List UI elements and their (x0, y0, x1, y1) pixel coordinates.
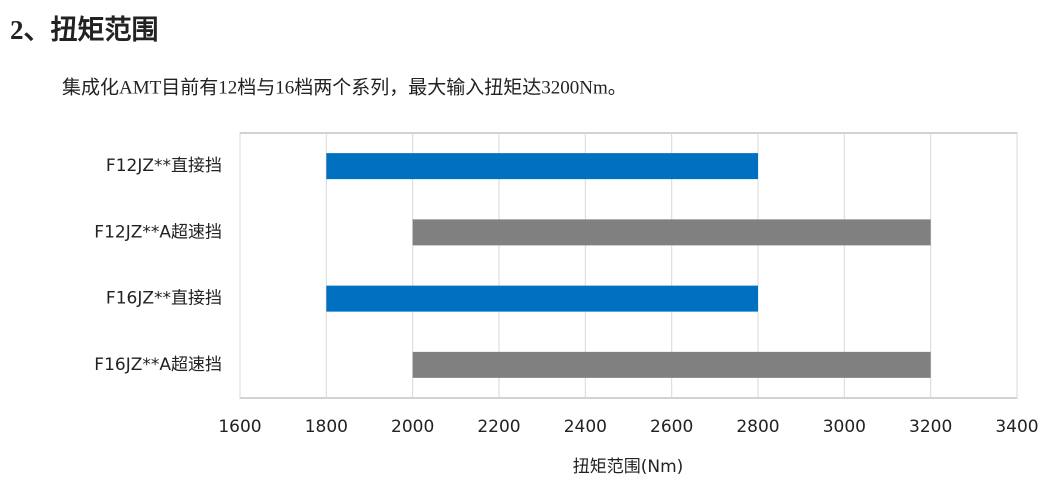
bar (326, 153, 758, 180)
category-label: F12JZ**A超速挡 (94, 222, 222, 242)
category-label: F16JZ**A超速挡 (94, 355, 222, 375)
x-axis-title: 扭矩范围(Nm) (573, 457, 684, 477)
x-tick-label: 1600 (218, 417, 261, 437)
x-tick-label: 2200 (477, 417, 520, 437)
category-label: F12JZ**直接挡 (106, 156, 222, 176)
bar (326, 285, 758, 312)
paragraph: 集成化AMT目前有12档与16档两个系列，最大输入扭矩达3200Nm。 (62, 76, 627, 98)
bar (412, 219, 931, 246)
x-tick-label: 3400 (995, 417, 1038, 437)
x-tick-label: 1800 (305, 417, 348, 437)
x-tick-label: 2600 (650, 417, 693, 437)
x-tick-label: 2800 (736, 417, 779, 437)
category-label: F16JZ**直接挡 (106, 289, 222, 309)
x-tick-label: 3200 (909, 417, 952, 437)
heading: 2、扭矩范围 (10, 15, 159, 45)
x-tick-label: 2000 (391, 417, 434, 437)
x-tick-label: 3000 (823, 417, 866, 437)
bar (412, 351, 931, 378)
x-tick-label: 2400 (564, 417, 607, 437)
